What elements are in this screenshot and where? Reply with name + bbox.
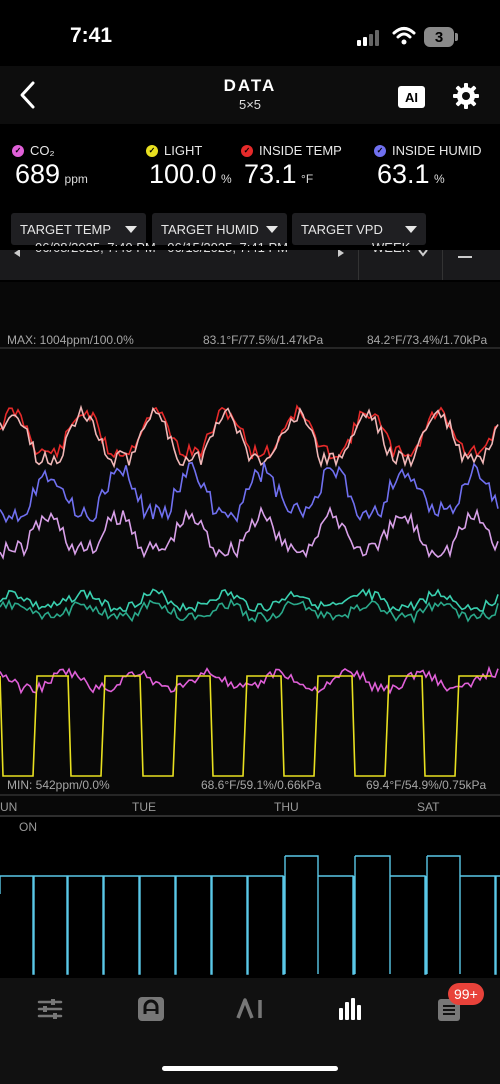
divider — [442, 246, 443, 280]
menu-icon[interactable] — [458, 256, 472, 258]
stat-min-1: MIN: 542ppm/0.0% — [7, 778, 110, 792]
notification-badge: 99+ — [448, 983, 484, 1005]
occlusion-strip — [0, 246, 500, 250]
ai-chat-icon[interactable]: AI — [398, 86, 425, 108]
metric-co2-value: 689 — [15, 159, 61, 189]
metric-light-label: LIGHT — [164, 143, 203, 158]
metric-humid-unit: % — [434, 172, 445, 186]
tab-device-icon[interactable] — [137, 996, 165, 1022]
humid-alt-series-line — [0, 505, 499, 561]
dropdown-target-humid-label: TARGET HUMID — [161, 221, 259, 237]
metric-co2: ✓ CO₂ 689 ppm — [12, 143, 88, 190]
dropdown-target-temp[interactable]: TARGET TEMP — [11, 213, 146, 245]
page-title: DATA — [223, 76, 277, 95]
x-tick-sun: UN — [0, 800, 18, 814]
battery-indicator: 3 — [424, 27, 454, 47]
metric-co2-unit: ppm — [64, 172, 88, 186]
chevron-down-icon — [405, 225, 417, 233]
device-on-off-group — [0, 855, 500, 975]
data-chart[interactable] — [0, 282, 500, 982]
light-series-line — [0, 675, 491, 777]
co2-series-line — [0, 665, 499, 695]
x-tick-thu: THU — [274, 800, 299, 814]
divider — [358, 246, 359, 280]
metric-light-value: 100.0 — [149, 159, 217, 189]
battery-nub — [455, 33, 458, 41]
status-time: 7:41 — [70, 24, 113, 47]
light-check-icon: ✓ — [146, 144, 158, 157]
x-tick-sat: SAT — [417, 800, 440, 814]
chevron-down-icon — [418, 249, 428, 257]
co2-check-icon: ✓ — [12, 144, 24, 157]
gear-icon[interactable] — [452, 82, 480, 110]
wifi-icon — [392, 27, 416, 45]
device-state-line — [0, 855, 500, 975]
dropdown-target-temp-label: TARGET TEMP — [20, 221, 112, 237]
dropdown-target-vpd[interactable]: TARGET VPD — [292, 213, 426, 245]
stat-min-3: 69.4°F/54.9%/0.75kPa — [366, 778, 487, 792]
chevron-down-icon — [266, 225, 278, 233]
stat-min-2: 68.6°F/59.1%/0.66kPa — [201, 778, 322, 792]
humid-check-icon: ✓ — [374, 144, 386, 157]
metric-inside-temp: ✓ INSIDE TEMP 73.1 °F — [241, 143, 342, 190]
metric-inside-humid: ✓ INSIDE HUMID 63.1 % — [374, 143, 482, 190]
home-indicator — [162, 1066, 338, 1071]
tab-log-icon[interactable] — [437, 998, 461, 1022]
metric-temp-value: 73.1 — [244, 159, 297, 189]
metric-co2-label: CO₂ — [30, 143, 55, 158]
metric-temp-label: INSIDE TEMP — [259, 143, 342, 158]
metric-humid-value: 63.1 — [377, 159, 430, 189]
prev-arrow-icon[interactable] — [12, 248, 22, 258]
metric-light-unit: % — [221, 172, 232, 186]
page-subtitle: 5×5 — [238, 97, 262, 112]
teal-series-line-2 — [0, 588, 499, 613]
humid-series-line — [0, 461, 499, 524]
stat-max-3: 84.2°F/73.4%/1.70kPa — [367, 333, 488, 347]
stat-max-1: MAX: 1004ppm/100.0% — [7, 333, 134, 347]
next-arrow-icon[interactable] — [336, 248, 346, 258]
device-on-label: ON — [19, 820, 37, 834]
chevron-down-icon — [125, 225, 137, 233]
x-tick-tue: TUE — [132, 800, 156, 814]
tab-controls-sliders-icon[interactable] — [37, 996, 63, 1022]
dropdown-target-humid[interactable]: TARGET HUMID — [152, 213, 287, 245]
metric-light: ✓ LIGHT 100.0 % — [146, 143, 232, 190]
tab-data-chart-icon[interactable] — [338, 996, 362, 1022]
vpd-series-line — [0, 404, 499, 469]
date-range-row — [0, 246, 500, 280]
metric-temp-unit: °F — [301, 172, 314, 186]
dropdown-target-vpd-label: TARGET VPD — [301, 221, 383, 237]
signal-icon — [357, 30, 379, 46]
back-chevron-icon[interactable] — [18, 80, 38, 110]
temp-check-icon: ✓ — [241, 144, 253, 157]
metric-humid-label: INSIDE HUMID — [392, 143, 482, 158]
teal-series-line-1 — [0, 598, 499, 624]
series-group — [0, 404, 499, 777]
stat-max-2: 83.1°F/77.5%/1.47kPa — [203, 333, 324, 347]
tab-ai-icon[interactable] — [235, 998, 267, 1020]
